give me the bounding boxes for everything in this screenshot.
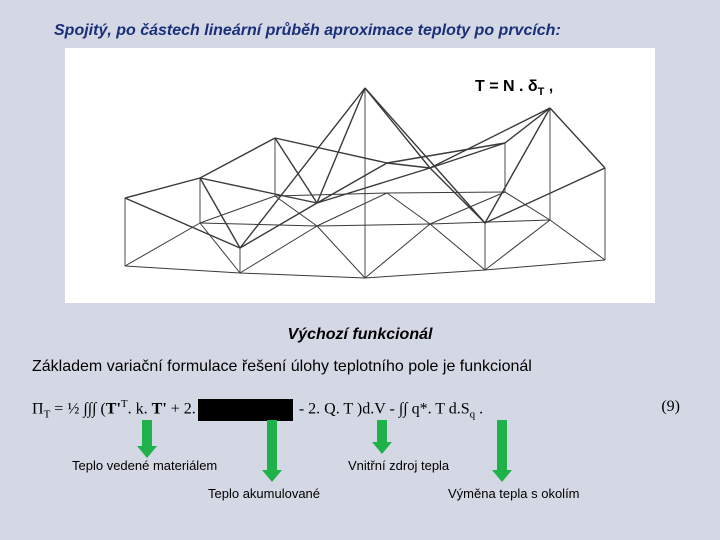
body-text: Základem variační formulace řešení úlohy…: [32, 358, 532, 376]
label-conduction: Teplo vedené materiálem: [72, 458, 217, 473]
eq-eq: =: [489, 78, 503, 95]
label-exchange: Výměna tepla s okolím: [448, 486, 580, 501]
f-p2: . k.: [128, 400, 152, 417]
eq-tail: ,: [544, 78, 553, 95]
page-title: Spojitý, po částech lineární průběh apro…: [54, 22, 561, 40]
redacted-block: [198, 399, 293, 421]
mesh-svg: [65, 48, 655, 303]
label-accumulation: Teplo akumulované: [208, 486, 320, 501]
approx-equation: T = N . δT ,: [475, 78, 553, 98]
section-heading: Výchozí funkcionál: [0, 326, 720, 344]
f-tp1-sup: T: [121, 398, 128, 410]
f-tp2: T': [152, 400, 167, 417]
arrow-accumulation: [262, 420, 282, 488]
functional-formula: ΠT = ½ ∫∫∫ (T'T. k. T' + 2. - 2. Q. T )d…: [32, 398, 688, 421]
mesh-diagram: [65, 48, 655, 303]
label-internal-source: Vnitřní zdroj tepla: [348, 458, 449, 473]
f-lead: Π: [32, 400, 44, 417]
eq-rhs: N . δ: [503, 78, 538, 95]
f-p1: = ½ ∫∫∫ (: [50, 400, 106, 417]
f-p3: + 2.: [167, 400, 196, 417]
arrow-exchange: [492, 420, 512, 488]
f-p5: .: [475, 400, 483, 417]
f-p4: - 2. Q. T )d.V - ∫∫ q*. T d.S: [295, 400, 470, 417]
f-tp1: T': [106, 400, 121, 417]
equation-number: (9): [661, 398, 680, 416]
eq-lhs: T: [475, 78, 485, 95]
arrow-internal-source: [372, 420, 392, 460]
